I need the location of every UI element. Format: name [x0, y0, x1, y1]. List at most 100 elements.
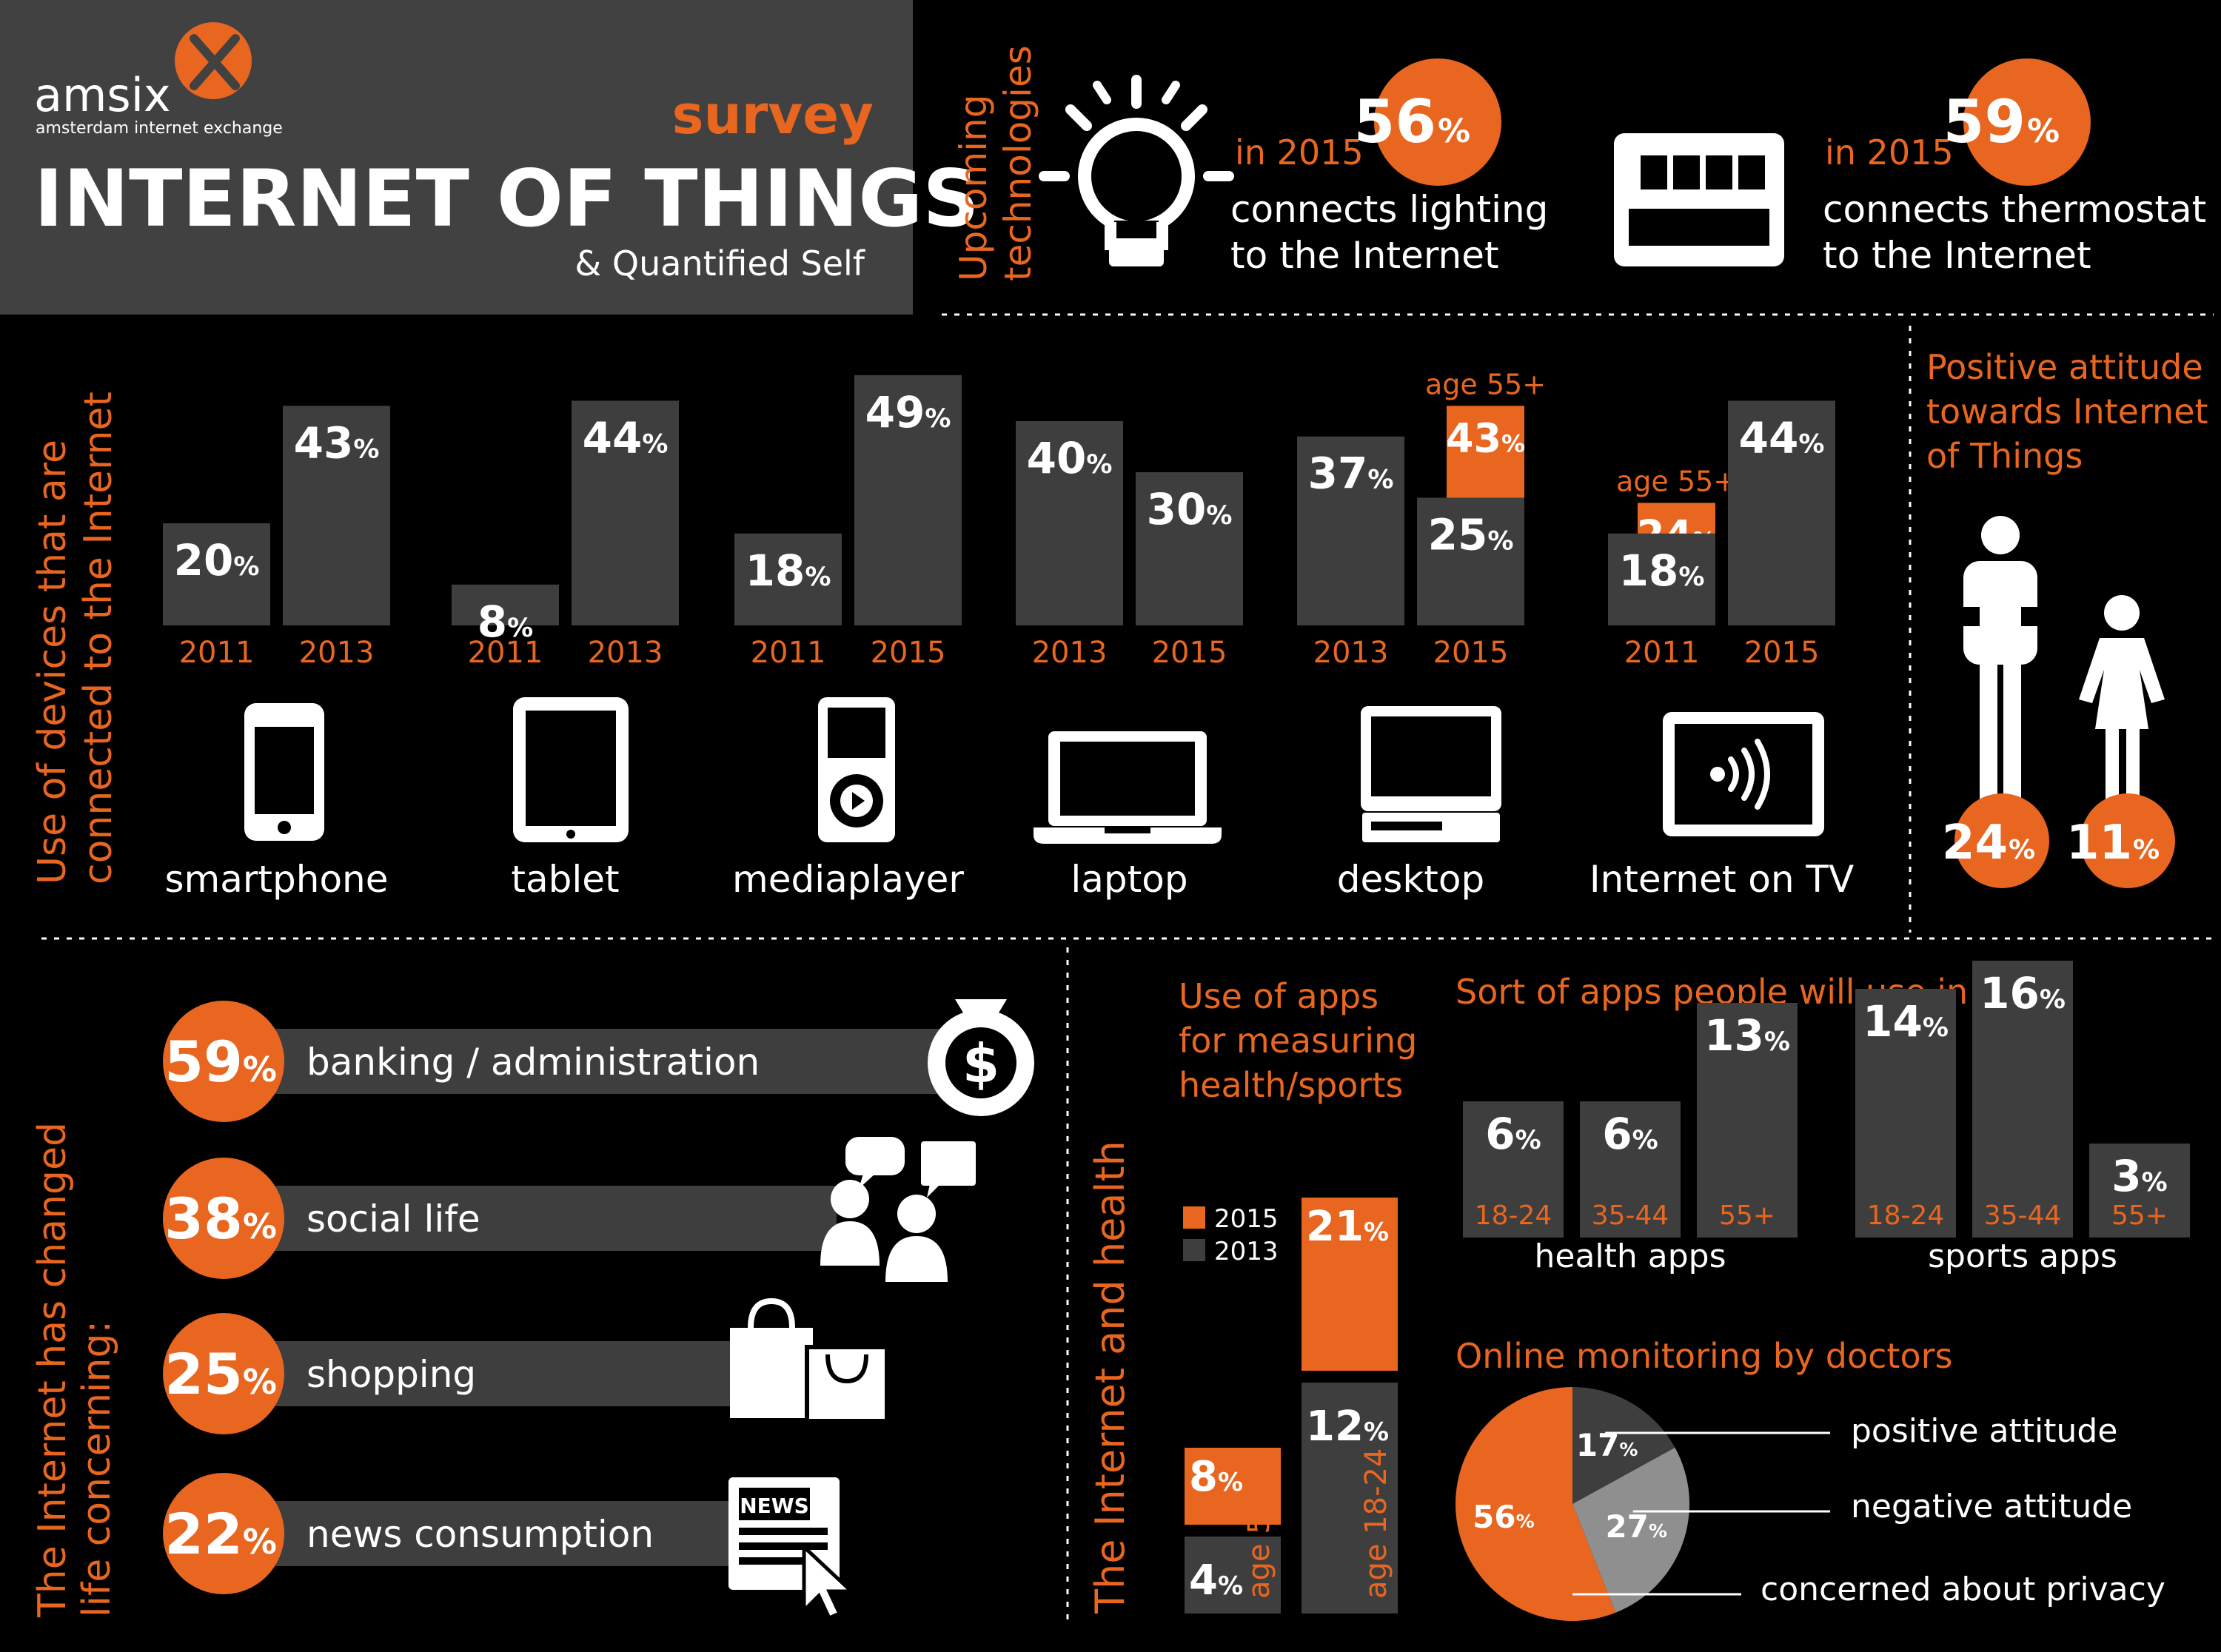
life-item: 59% banking / administration [163, 1001, 962, 1122]
upcoming-label-line2: technologies [996, 45, 1039, 281]
sort-bar-label-number: 14 [1863, 996, 1923, 1047]
sort-bar-category: 18-24 [1475, 1201, 1552, 1231]
sort-bar [1463, 1101, 1564, 1238]
device-bar-label: 20% [174, 535, 260, 585]
life-item-bar [222, 1029, 962, 1094]
upcoming-label-line1: Upcoming [952, 95, 995, 281]
device-name-label: smartphone [164, 858, 388, 901]
thermostat-icon [1614, 133, 1784, 266]
sort-bar-category: 35-44 [1984, 1201, 2062, 1231]
header: amsix amsterdam internet exchange survey… [0, 0, 979, 315]
device-bar-label: 43% [294, 417, 380, 468]
pie-slice-label: 17% [1576, 1427, 1638, 1463]
male-value-badge: 24 % [1942, 793, 2049, 888]
male-value: 24 [1942, 816, 2008, 870]
sort-group-label: sports apps [1928, 1238, 2117, 1275]
device-bar-label: 40% [1027, 433, 1113, 483]
newspaper-icon: NEWS [728, 1477, 857, 1621]
life-item-value-percent-sign: % [243, 1206, 277, 1246]
device-bar-label-percent-sign: % [1086, 450, 1112, 480]
device-name-label: tablet [511, 858, 619, 901]
device-bar-label: 49% [865, 387, 951, 437]
device-bar-label-percent-sign: % [1487, 527, 1513, 557]
sort-bar-label-percent-sign: % [1515, 1126, 1541, 1155]
device-bar-label-percent-sign: % [233, 552, 259, 582]
device-bar-age55-caption: age 55+ [1425, 368, 1546, 400]
legend-label-2015: 2015 [1214, 1204, 1279, 1234]
health-group: 12%21%age 18-24 [1302, 1198, 1398, 1614]
sort-bar [2089, 1144, 2190, 1238]
device-bar-label-number: 30 [1147, 484, 1207, 534]
header-panel [0, 0, 913, 315]
health-bar-2015-label-number: 8 [1189, 1453, 1218, 1501]
life-item-label: shopping [306, 1353, 476, 1396]
life-item-label: social life [306, 1198, 480, 1240]
sort-bar-category: 55+ [1719, 1201, 1775, 1231]
device-bar [1016, 421, 1123, 625]
device-bar-label: 18% [1619, 545, 1705, 596]
life-item-value-number: 59 [164, 1029, 243, 1095]
health-apps-chart: 2015 2013 4% 8%age 55+ 12%21%age 18-24 [1183, 1198, 1398, 1614]
health-bar-2013-label-percent-sign: % [1218, 1571, 1243, 1601]
device-bar-label-percent-sign: % [925, 404, 951, 434]
monitoring-pie-chart: 17% positive attitude 27% negative attitude… [1455, 1387, 2165, 1621]
pie-legend-label: positive attitude [1851, 1412, 2117, 1450]
apps-title-line1: Use of apps [1179, 976, 1379, 1016]
device-bar-label-number: 37 [1308, 449, 1368, 499]
device-bar-label-percent-sign: % [1678, 563, 1704, 592]
health-bar-2013-label: 4% [1189, 1557, 1243, 1605]
sort-bar-label: 6% [1485, 1109, 1541, 1159]
device-bar [1297, 436, 1404, 625]
newspaper-headline: NEWS [740, 1494, 809, 1518]
sort-bar [1972, 961, 2073, 1238]
sort-bar [1855, 989, 1956, 1238]
device-bar-label-percent-sign: % [1367, 466, 1393, 495]
device-bar-label-number: 40 [1027, 433, 1087, 483]
device-year-label: 2013 [588, 636, 663, 670]
female-icon [2079, 595, 2165, 810]
life-item-bar [222, 1501, 733, 1566]
health-bar-2015-label-percent-sign: % [1218, 1468, 1243, 1497]
health-label: The Internet and health [1087, 1141, 1133, 1614]
legend-label-2013: 2013 [1214, 1237, 1279, 1266]
legend-swatch-2015 [1183, 1206, 1205, 1229]
devices-section: Use of devices that are connected to the… [30, 368, 1854, 901]
tv-icon [1663, 712, 1824, 836]
device-bar [854, 375, 962, 625]
device-group-desktop: 37% 2013 43% age 55+ 25% 2015 desktop [1297, 368, 1546, 901]
attitude-title-line3: of Things [1926, 436, 2083, 476]
device-bar-label-percent-sign: % [1798, 429, 1824, 459]
sort-bar-category: 35-44 [1592, 1201, 1669, 1231]
device-bar-label: 44% [583, 412, 669, 463]
logo-subtitle: amsterdam internet exchange [36, 119, 283, 138]
pie-legend-label: negative attitude [1851, 1488, 2132, 1525]
life-item-label: banking / administration [306, 1041, 760, 1084]
device-bar-label: 25% [1428, 510, 1514, 560]
device-bar-age55-label: 43% [1446, 414, 1525, 461]
sort-bar-label-number: 3 [2111, 1151, 2141, 1201]
device-bar-label-number: 44 [583, 412, 643, 463]
thermostat-line2: to the Internet [1823, 234, 2091, 277]
sort-bar-label-percent-sign: % [2142, 1168, 2168, 1198]
pie-slice [1572, 1387, 1675, 1504]
health-bar-2015 [1185, 1448, 1281, 1525]
life-item-value-percent-sign: % [243, 1362, 277, 1402]
pie-slice-label-number: 27 [1605, 1508, 1648, 1545]
life-item: 22% news consumption [163, 1473, 733, 1594]
thermostat-value: 59 [1943, 87, 2026, 156]
apps-title-line2: for measuring [1179, 1021, 1417, 1061]
lightbulb-icon [1039, 75, 1234, 266]
sort-bar-label: 13% [1704, 1010, 1790, 1061]
device-bar-label-number: 20 [174, 535, 234, 585]
health-group-label: age 55+ [1242, 1471, 1276, 1599]
life-label-line1: The Internet has changed [30, 1122, 75, 1618]
thermostat-value-badge: 59 % [1943, 58, 2091, 186]
device-bar-label-percent-sign: % [642, 429, 668, 459]
sort-bar-category: 55+ [2111, 1201, 2168, 1231]
female-value: 11 [2066, 816, 2132, 870]
device-bar [734, 533, 842, 625]
device-name-label: laptop [1071, 858, 1187, 901]
